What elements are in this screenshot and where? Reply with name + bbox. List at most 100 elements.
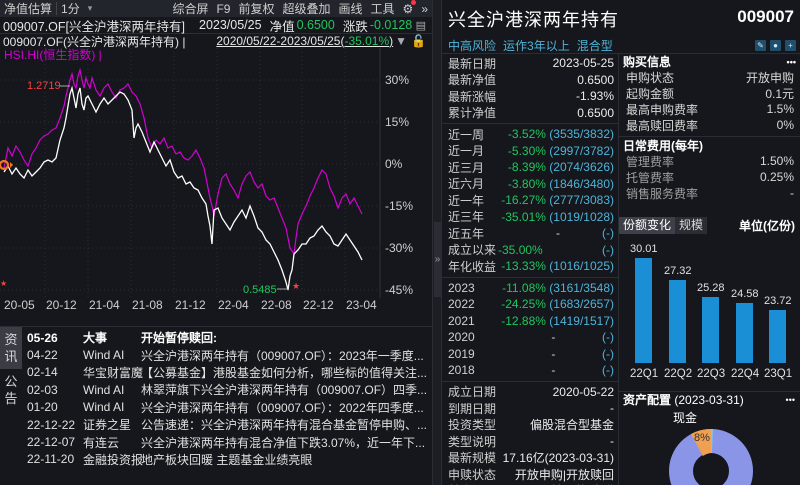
profile-label: 成立日期 bbox=[448, 385, 497, 400]
profile-value: 17.16亿(2023-03-31) bbox=[502, 451, 614, 466]
profile-label: 最新规模 bbox=[448, 451, 497, 466]
tab-news[interactable]: 资讯 bbox=[0, 327, 22, 369]
collapse-arrow-icon[interactable]: » bbox=[434, 222, 441, 297]
asset-donut-chart[interactable]: 现金 8% bbox=[619, 407, 800, 485]
other-slice[interactable] bbox=[711, 429, 713, 453]
profile-value: 偏股混合型基金 bbox=[529, 418, 614, 433]
gear-icon[interactable]: ⚙ bbox=[399, 0, 418, 16]
fund-series-label[interactable]: 009007.OF(兴全沪港深两年持有) | bbox=[3, 34, 186, 49]
tab-announcements[interactable]: 公告 bbox=[4, 374, 18, 406]
composite-screen-button[interactable]: 综合屏 bbox=[172, 2, 209, 16]
period-rank: (1016/1025) bbox=[549, 259, 614, 274]
period-rank: (3535/3832) bbox=[549, 127, 614, 142]
purchase-label: 起购金额 bbox=[626, 86, 675, 101]
news-panel: 资讯 公告 05-26 大事 开始暂停赎回: 04-22 Wind AI 兴全沪… bbox=[0, 326, 432, 485]
fee-value: 0.25% bbox=[759, 170, 794, 184]
asset-title: 资产配置 bbox=[623, 393, 672, 407]
performance-chart[interactable]: 1.2719 0.5485 ★ ★ 30% 15% 0% -15% -30% -… bbox=[0, 48, 432, 318]
year-row: 2019 - (-) bbox=[442, 346, 618, 363]
tools-button[interactable]: 工具 bbox=[370, 2, 395, 16]
bar-value: 23.72 bbox=[764, 295, 792, 307]
layout-icon[interactable]: ▤ bbox=[415, 19, 426, 32]
news-title: 兴全沪港深两年持有混合净值下跌3.07%，近一年下... bbox=[141, 435, 426, 450]
asset-allocation-header: 资产配置 (2023-03-31) ••• bbox=[619, 391, 800, 407]
bar-value: 24.58 bbox=[731, 288, 759, 300]
news-item[interactable]: 02-14 华宝财富魔 【公募基金】港股基金如何分析，哪些标的值得关注... bbox=[27, 364, 432, 381]
news-list: 05-26 大事 开始暂停赎回: 04-22 Wind AI 兴全沪港深两年持有… bbox=[27, 329, 432, 468]
period-row: 近三月 -8.39% (2074/3626) bbox=[442, 159, 618, 176]
period-selector[interactable]: 1分 bbox=[61, 2, 80, 16]
news-tabs: 资讯 公告 bbox=[0, 327, 22, 485]
f9-button[interactable]: F9 bbox=[216, 1, 231, 16]
news-item[interactable]: 01-20 Wind AI 兴全沪港深两年持有（009007.OF）：2022年… bbox=[27, 399, 432, 416]
period-label: 近三年 bbox=[448, 210, 485, 225]
period-dropdown-icon[interactable]: ▾ bbox=[87, 3, 93, 13]
news-title: 林翠萍旗下兴全沪港深两年持有（009007.OF）四季... bbox=[141, 383, 428, 398]
chart-svg: 1.2719 0.5485 ★ ★ bbox=[0, 48, 381, 298]
news-item[interactable]: 22-11-20 金融投资报 地产板块回暖 主题基金业绩亮眼 bbox=[27, 451, 432, 468]
cash-slice[interactable] bbox=[691, 428, 711, 456]
edit-icon[interactable]: ✎ bbox=[755, 40, 766, 51]
hsi-index-line bbox=[3, 67, 363, 256]
year-return: - bbox=[551, 346, 556, 361]
bar[interactable] bbox=[769, 310, 786, 363]
more-icon[interactable]: ••• bbox=[786, 56, 796, 67]
news-title: 公告速递：兴全沪港深两年持有混合基金暂停申购、... bbox=[141, 418, 428, 433]
x-tick: 20-12 bbox=[46, 298, 77, 312]
bar[interactable] bbox=[702, 297, 719, 363]
panel-splitter[interactable]: » bbox=[432, 0, 442, 485]
news-item[interactable]: 04-22 Wind AI 兴全沪港深两年持有（009007.OF）：2023年… bbox=[27, 346, 432, 363]
more-icon[interactable]: ••• bbox=[785, 394, 795, 405]
tab-scale[interactable]: 规模 bbox=[675, 217, 708, 234]
nav-label: 净值 bbox=[269, 19, 295, 34]
bar-chart-svg bbox=[635, 258, 786, 363]
x-tick: 22-08 bbox=[261, 298, 292, 312]
tab-share-change[interactable]: 份额变化 bbox=[619, 217, 676, 234]
expand-icon[interactable]: » bbox=[421, 1, 428, 16]
y-tick: 0% bbox=[385, 157, 403, 171]
risk-tag[interactable]: 中高风险 bbox=[448, 39, 497, 53]
nav-value: 0.6500 bbox=[296, 18, 335, 32]
news-header-row[interactable]: 05-26 大事 开始暂停赎回: bbox=[27, 329, 432, 346]
forward-adjust-button[interactable]: 前复权 bbox=[238, 2, 275, 16]
age-tag[interactable]: 运作3年以上 bbox=[503, 39, 570, 53]
period-row: 近一月 -5.30% (2997/3782) bbox=[442, 143, 618, 160]
period-rank: (-) bbox=[602, 226, 614, 241]
bar[interactable] bbox=[736, 303, 753, 363]
bar[interactable] bbox=[669, 280, 686, 363]
cash-label: 现金 bbox=[673, 411, 698, 425]
purchase-title: 购买信息 bbox=[623, 55, 672, 69]
index-series-label[interactable]: HSI.HI(恒生指数) | bbox=[4, 48, 102, 62]
nav-estimate-button[interactable]: 净值估算 bbox=[4, 2, 53, 16]
news-title: 地产板块回暖 主题基金业绩亮眼 bbox=[141, 452, 313, 467]
news-item[interactable]: 22-12-07 有连云 兴全沪港深两年持有混合净值下跌3.07%，近一年下..… bbox=[27, 433, 432, 450]
stat-row: 最新日期 2023-05-25 bbox=[442, 55, 618, 72]
add-icon[interactable]: + bbox=[785, 40, 796, 51]
period-return: -5.30% bbox=[507, 143, 546, 158]
type-tag[interactable]: 混合型 bbox=[576, 39, 613, 53]
period-returns: 近一周 -3.52% (3535/3832) 近一月 -5.30% (2997/37… bbox=[442, 123, 618, 275]
stat-value: 2023-05-25 bbox=[552, 56, 614, 71]
news-source: Wind AI bbox=[83, 400, 125, 415]
date-range[interactable]: 2020/05/22-2023/05/25(-35.01%) bbox=[216, 34, 393, 48]
purchase-row: 申购状态 开放申购 bbox=[619, 69, 800, 85]
range-dropdown-icon[interactable]: ▼ bbox=[395, 34, 408, 48]
super-overlay-button[interactable]: 超级叠加 bbox=[282, 2, 331, 16]
news-source: 证券之星 bbox=[83, 418, 132, 433]
lock-icon[interactable]: 🔓 bbox=[411, 34, 426, 48]
stat-label: 最新净值 bbox=[448, 73, 497, 88]
news-title: 兴全沪港深两年持有（009007.OF）：2023年一季度... bbox=[141, 348, 424, 363]
stat-value: 0.6500 bbox=[577, 105, 614, 120]
year-row: 2020 - (-) bbox=[442, 329, 618, 346]
max-annotation: 1.2719 bbox=[27, 80, 61, 92]
news-item[interactable]: 02-03 Wind AI 林翠萍旗下兴全沪港深两年持有（009007.OF）四… bbox=[27, 381, 432, 398]
purchase-row: 最高申购费率 1.5% bbox=[619, 101, 800, 117]
bell-icon[interactable]: ● bbox=[770, 40, 781, 51]
bar[interactable] bbox=[635, 258, 652, 363]
period-rank: (2074/3626) bbox=[549, 160, 614, 175]
news-source: Wind AI bbox=[83, 382, 125, 397]
draw-line-button[interactable]: 画线 bbox=[338, 2, 363, 16]
year-return: -12.88% bbox=[501, 313, 546, 328]
change-value: -0.0128 bbox=[369, 18, 413, 32]
news-item[interactable]: 22-12-22 证券之星 公告速递：兴全沪港深两年持有混合基金暂停申购、... bbox=[27, 416, 432, 433]
